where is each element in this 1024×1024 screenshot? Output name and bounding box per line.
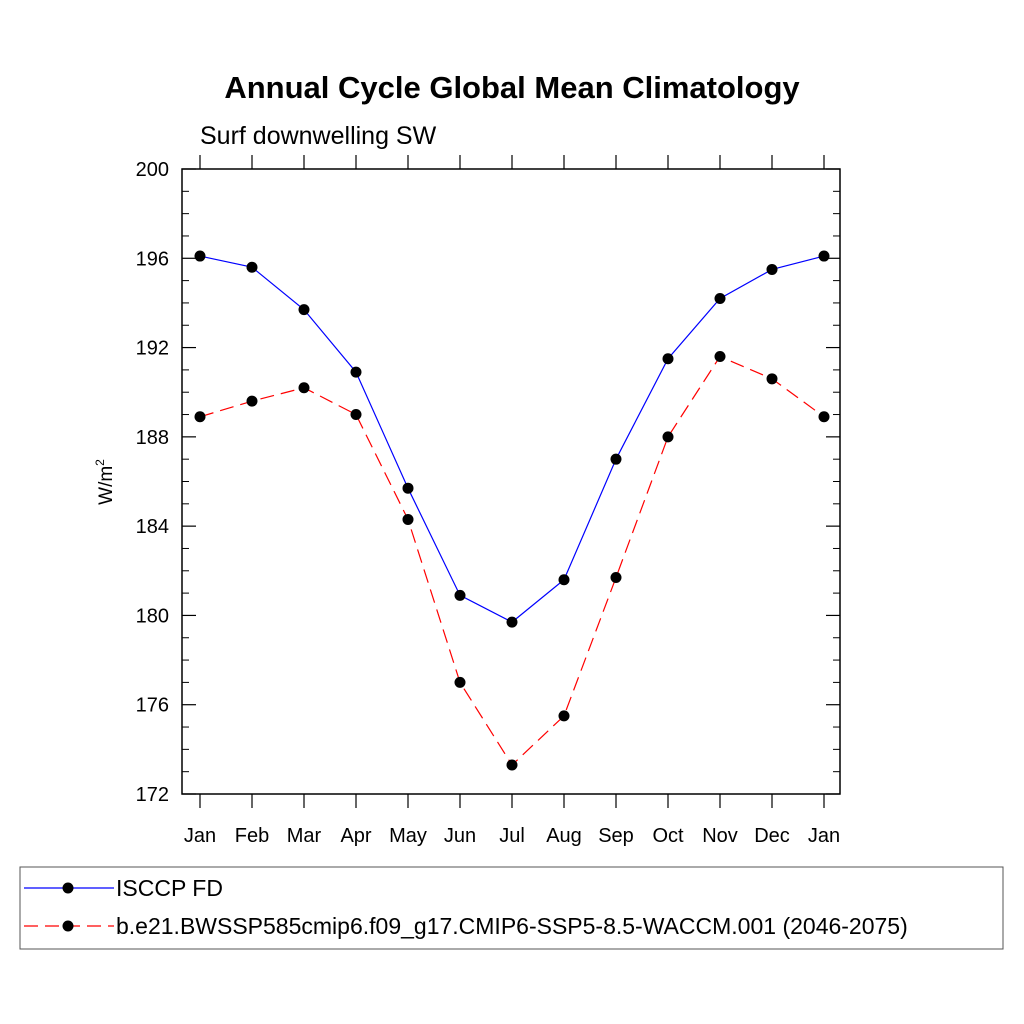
- data-point: [506, 616, 518, 628]
- y-tick-label: 192: [136, 338, 169, 360]
- data-point: [194, 250, 206, 262]
- data-point: [766, 263, 778, 275]
- x-tick-labels: Jan Feb Mar Apr May Jun Jul Aug Sep Oct Nov Dec Jan: [184, 825, 840, 847]
- y-tick-label: 196: [136, 248, 169, 270]
- data-point: [350, 409, 362, 421]
- data-point: [662, 431, 674, 443]
- data-point: [506, 759, 518, 771]
- chart-subtitle: Surf downwelling SW: [200, 122, 437, 150]
- x-tick-label: May: [389, 825, 427, 847]
- data-point: [298, 304, 310, 316]
- y-axis-label-superscript: 2: [93, 459, 107, 466]
- data-point: [714, 292, 726, 304]
- chart-title: Annual Cycle Global Mean Climatology: [224, 70, 800, 105]
- data-point: [766, 373, 778, 385]
- x-tick-label: Apr: [340, 825, 371, 847]
- legend-item-0: ISCCP FD: [24, 875, 223, 901]
- x-tick-label: Feb: [235, 825, 269, 847]
- x-tick-label: Jan: [808, 825, 840, 847]
- y-tick-label: 172: [136, 784, 169, 806]
- data-point: [558, 710, 570, 722]
- legend: ISCCP FD b.e21.BWSSP585cmip6.f09_g17.CMIP…: [24, 875, 908, 939]
- data-point: [610, 453, 622, 465]
- data-point: [454, 676, 466, 688]
- x-tick-label: Jan: [184, 825, 216, 847]
- x-tick-label: Aug: [546, 825, 582, 847]
- data-point: [610, 571, 622, 583]
- plot-frame: [181, 168, 841, 795]
- data-point: [818, 250, 830, 262]
- series-line: [199, 255, 825, 623]
- data-point: [350, 366, 362, 378]
- data-point: [402, 513, 414, 525]
- series-line: [199, 355, 825, 766]
- legend-item-1: b.e21.BWSSP585cmip6.f09_g17.CMIP6-SSP5-8…: [24, 913, 908, 939]
- data-point: [662, 353, 674, 365]
- x-tick-label: Jul: [499, 825, 525, 847]
- series-layer: [194, 250, 830, 771]
- data-point: [402, 482, 414, 494]
- y-axis-label: W/m2: [93, 459, 117, 505]
- y-tick-label: 188: [136, 427, 169, 449]
- series-0: [194, 250, 830, 628]
- y-tick-labels: 172 176 180 184 188 192 196 200: [136, 159, 169, 806]
- axis-ticks: [182, 155, 840, 808]
- data-point: [558, 574, 570, 586]
- data-point: [454, 589, 466, 601]
- x-tick-label: Dec: [754, 825, 790, 847]
- x-tick-label: Nov: [702, 825, 738, 847]
- data-point: [246, 395, 258, 407]
- y-axis-label-base: W/m: [96, 466, 117, 505]
- x-tick-label: Jun: [444, 825, 476, 847]
- x-tick-label: Mar: [287, 825, 322, 847]
- data-point: [246, 261, 258, 273]
- data-point: [714, 351, 726, 362]
- y-tick-label: 200: [136, 159, 169, 181]
- series-1: [194, 351, 830, 771]
- legend-box: [19, 866, 1004, 950]
- legend-marker: [62, 882, 74, 894]
- legend-marker: [62, 920, 74, 932]
- y-tick-label: 184: [136, 516, 169, 538]
- data-point: [194, 411, 206, 423]
- y-tick-label: 176: [136, 695, 169, 717]
- y-tick-label: 180: [136, 605, 169, 627]
- legend-label: b.e21.BWSSP585cmip6.f09_g17.CMIP6-SSP5-8…: [116, 913, 908, 939]
- data-point: [818, 411, 830, 423]
- data-point: [298, 382, 310, 394]
- x-tick-label: Oct: [652, 825, 684, 847]
- legend-label: ISCCP FD: [116, 875, 223, 901]
- x-tick-label: Sep: [598, 825, 634, 847]
